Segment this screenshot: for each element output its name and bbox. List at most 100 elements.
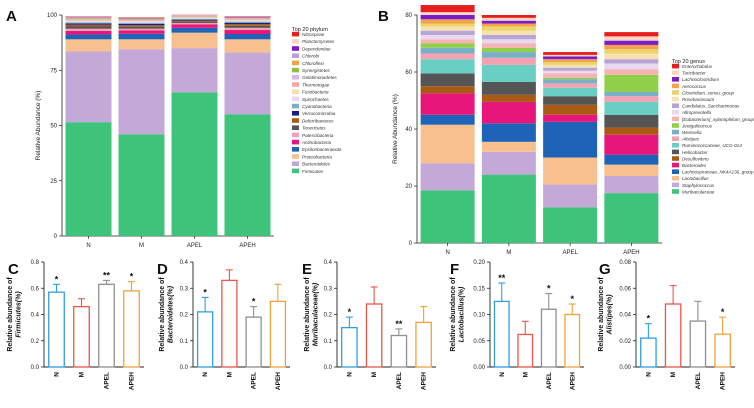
bar-apeh	[123, 290, 140, 368]
panel-letter: D	[157, 261, 168, 278]
panel-letter: F	[450, 261, 459, 278]
segment-alistipes-apeh	[604, 96, 659, 102]
legend-entry-fusobacteria: Fusobacteria	[302, 90, 329, 95]
legend-entry-epsilonbacteraeota: Epsilonbacteraeota	[302, 147, 342, 152]
bar-m	[365, 303, 383, 368]
segment-alistipes-apel	[543, 83, 598, 88]
y-tick-label: 0.3	[180, 286, 189, 292]
y-axis-title: Relative Abundance (%)	[392, 94, 399, 164]
legend-title: Top 20 phylum	[292, 27, 328, 33]
bar-apeh	[714, 333, 731, 368]
legend-swatch-verrucomicrobia	[292, 111, 299, 116]
segment-actinobacteria-m	[118, 30, 165, 34]
segment-muribaculaceae-m	[481, 174, 536, 243]
segment-clostridium-sensu-group-n	[420, 23, 475, 27]
y-axis-title-line1: Relative abundance of	[450, 277, 457, 352]
legend-swatch-candidatus-saccharimonas	[672, 103, 679, 108]
legend-swatch-jeotgalicoccus	[672, 123, 679, 128]
legend-swatch-cyanobacteria	[292, 103, 299, 109]
y-axis-title: Relative abundance of Muribaculaceae(%)	[304, 277, 320, 352]
y-tick-label: 25	[50, 179, 57, 185]
legend-swatch-eubacterium-xylanophilum-group	[672, 116, 679, 122]
legend-swatch-bacteroidetes	[292, 161, 299, 166]
legend-swatch-enterorhabdus	[672, 63, 679, 69]
x-tick-label-apeh: APEH	[569, 372, 576, 390]
x-tick-label-n: N	[202, 372, 209, 377]
legend-swatch-desulfovibrio	[672, 156, 679, 161]
y-tick-label: 0	[409, 241, 413, 247]
segment-rosebariasaum-apel	[543, 64, 598, 68]
legend-entry-rosebariasaum: Rosebariasaum	[682, 97, 714, 102]
segment-jeotgalicoccus-apeh	[604, 74, 659, 92]
segment-alistipes-n	[420, 53, 475, 60]
segment-tenericutes-apeh	[224, 25, 271, 28]
y-tick-label: 0.00	[619, 365, 631, 371]
segment-synergistetes-n	[65, 18, 112, 20]
legend-swatch-weissella	[672, 129, 679, 135]
panel-c-firmicutes-chart: C 0.0 0.2 0.4 0.6 0.8 Relative abundance of Fir…	[7, 260, 144, 390]
y-tick-label: 0.10	[473, 313, 485, 319]
y-tick-label: 50	[50, 124, 57, 130]
y-tick-label: 0	[54, 234, 58, 240]
x-tick-label-n: N	[499, 372, 506, 377]
panel-b-genus-stacked-chart: B 0 20 40 60 80 Relative Abundance (%) N M APEL AP…	[378, 5, 754, 256]
x-tick-label: N	[86, 243, 90, 249]
y-tick-label: 0.6	[31, 286, 40, 292]
segment-turicibacter-apeh	[604, 36, 659, 41]
x-tick-label-apeh: APEH	[129, 372, 136, 390]
legend-swatch-alistipes	[672, 136, 679, 141]
segment-proteobacteria-m	[118, 39, 165, 50]
legend-swatch-staphylococcus	[672, 182, 679, 188]
legend-entry-lachnospiraceae-nk4a136-group: Lachnospiraceae_NK4A136_group	[682, 170, 754, 175]
y-axis-title: Relative abundance of Bacteroidetes(%)	[159, 277, 175, 352]
segment-bacteroides-apel	[543, 114, 598, 122]
segment-desulfovibrio-apeh	[604, 127, 659, 135]
bar-n	[341, 326, 358, 368]
segment-verrucomicrobia-apel	[171, 19, 218, 21]
segment-turicibacter-m	[481, 17, 536, 21]
y-axis-title-line2: Firmicutes(%)	[16, 291, 23, 338]
x-tick-label-n: N	[645, 372, 652, 377]
bar-apel	[390, 334, 408, 368]
legend-swatch-clostridium-sensu-group	[672, 90, 679, 95]
segment-verrucomicrobia-n	[65, 23, 112, 25]
segment-lachnoclostridium-m	[481, 20, 536, 24]
segment-spirochaetes-apeh	[224, 20, 271, 22]
x-tick-label-n: N	[346, 372, 353, 377]
segment-muribaculaceae-apel	[543, 207, 598, 243]
x-tick-label-apel: APEL	[396, 372, 403, 389]
segment-lachnospiraceae-nk4a136-group-m	[481, 123, 536, 142]
segment-gelatimonadetes-m	[118, 19, 165, 21]
y-axis-title: Relative abundance of Alistipes(%)	[598, 277, 614, 352]
segment-clostridium-sensu-group-m	[481, 26, 536, 31]
legend-entry-jeotgalicoccus: Jeotgalicoccus	[681, 123, 713, 128]
significance-marker-n: *	[647, 314, 651, 324]
significance-marker-n: **	[498, 273, 506, 283]
segment-muribaculaceae-n	[420, 190, 475, 243]
significance-marker-apel: **	[103, 270, 111, 280]
segment-firmicutes-m	[118, 134, 165, 236]
legend-entry-nitrospirae: Nitrospirae	[302, 32, 325, 37]
legend-swatch-dependentiae	[292, 46, 299, 51]
legend-swatch-thermotogae	[292, 82, 299, 87]
y-axis-title-line2: Muribaculaceae(%)	[313, 282, 320, 346]
segment-cyanobacteria-apeh	[224, 21, 271, 23]
x-tick-label: M	[506, 250, 511, 256]
legend-swatch-lactobacillus	[672, 176, 679, 181]
segment-spirochaetes-m	[118, 21, 165, 23]
legend-entry-chloroflexi: Chloroflexi	[302, 61, 325, 66]
y-axis-title-line2: Alistipes(%)	[607, 294, 614, 336]
legend-swatch-bacteroides	[672, 162, 679, 168]
segment-proteobacteria-apeh	[224, 39, 271, 53]
segment-lachnoclostridium-apeh	[604, 40, 659, 45]
segment-patescibacteria-m	[118, 28, 165, 31]
legend-swatch-aerococcus	[672, 83, 679, 89]
segment-firmicutes-n	[65, 122, 112, 236]
y-tick-label: 0.2	[31, 339, 40, 345]
segment-aerococcus-apeh	[604, 44, 659, 50]
panel-a-phylum-stacked-chart: A 0 25 50 75 100 Relative Abundance (%) N M APEL A…	[6, 8, 342, 249]
legend-entry-patescibacteria: Patescibacteria	[302, 133, 334, 138]
segment-lactobacillus-apel	[543, 157, 598, 185]
legend-entry-chlorobi: Chlorobi	[302, 54, 320, 59]
